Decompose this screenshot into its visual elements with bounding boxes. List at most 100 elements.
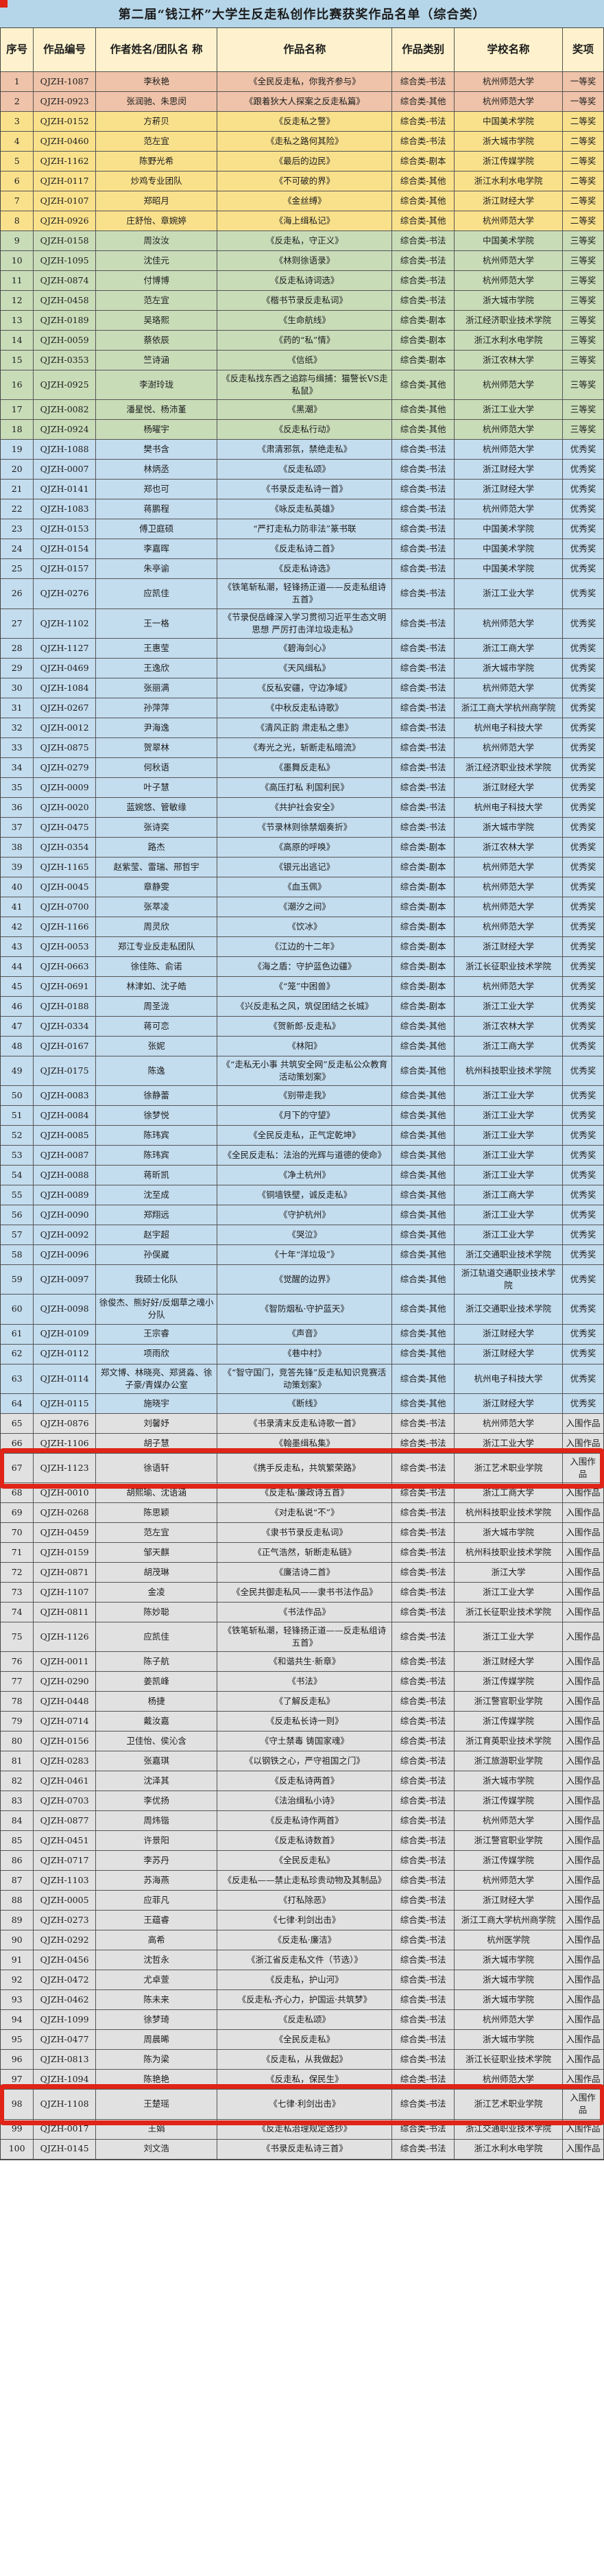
table-row: 22 QJZH-1083 蒋鹏程 《咏反走私英雄》 综合类-书法 杭州师范大学 … (1, 499, 603, 520)
cell-award: 三等奖 (563, 351, 603, 370)
cell-award: 二等奖 (563, 152, 603, 172)
cell-category: 综合类-其他 (392, 1205, 455, 1225)
cell-title: 《反走私，从我做起》 (217, 2050, 393, 2070)
cell-serial: 71 (1, 1543, 34, 1563)
cell-work-id: QJZH-0009 (34, 777, 96, 798)
cell-title: 《以钢铁之心，严守祖国之门》 (217, 1751, 393, 1772)
cell-award: 入围作品 (563, 1851, 603, 1871)
table-row: 97 QJZH-1094 陈艳艳 《反走私，保民生》 综合类-书法 杭州师范大学… (1, 2070, 603, 2090)
cell-work-id: QJZH-0354 (34, 837, 96, 858)
cell-serial: 26 (1, 579, 34, 609)
cell-title: 《智防烟私·守护蓝天》 (217, 1295, 393, 1325)
cell-award: 优秀奖 (563, 559, 603, 580)
cell-award: 入围作品 (563, 1672, 603, 1692)
cell-title: “严打走私力防非法”篆书联 (217, 519, 393, 540)
cell-title: 《月下的守望》 (217, 1106, 393, 1126)
cell-work-id: QJZH-0097 (34, 1265, 96, 1295)
cell-category: 综合类-剧本 (392, 351, 455, 370)
cell-school: 浙大城市学院 (454, 1771, 564, 1792)
cell-serial: 59 (1, 1265, 34, 1295)
award-list-page: 第二届“钱江杯”大学生反走私创作比赛获奖作品名单（综合类） 序号 作品编号 作者… (0, 0, 604, 2160)
cell-award: 优秀奖 (563, 1345, 603, 1364)
cell-title: 《“智守国门，竞答先锋”反走私知识竞赛活动策划案》 (217, 1364, 393, 1394)
cell-title: 《不可破的界》 (217, 172, 393, 191)
cell-serial: 69 (1, 1503, 34, 1523)
cell-work-id: QJZH-0088 (34, 1166, 96, 1185)
cell-award: 一等奖 (563, 92, 603, 112)
table-row: 4 QJZH-0460 范左宜 《走私之路何其险》 综合类-书法 浙大城市学院 … (1, 132, 603, 152)
table-row: 53 QJZH-0087 陈玮宾 《全民反走私：法治的光辉与道德的使命》 综合类… (1, 1146, 603, 1166)
cell-school: 杭州师范大学 (454, 608, 564, 639)
cell-category: 综合类-书法 (392, 658, 455, 678)
cell-author: 姜凯峰 (95, 1672, 218, 1692)
table-row: 74 QJZH-0811 陈妙聪 《书法作品》 综合类-书法 浙江长征职业技术学… (1, 1603, 603, 1622)
cell-title: 《走私之路何其险》 (217, 132, 393, 152)
cell-work-id: QJZH-0267 (34, 698, 96, 718)
table-row: 45 QJZH-0691 林津如、沈子皓 《“笼”中困兽》 综合类-剧本 杭州师… (1, 976, 603, 997)
cell-author: 陈艳艳 (95, 2070, 218, 2090)
cell-school: 浙江财经大学 (454, 777, 564, 798)
cell-serial: 29 (1, 658, 34, 678)
cell-school: 浙江工业大学 (454, 1583, 564, 1603)
cell-school: 浙江财经大学 (454, 1652, 564, 1673)
cell-author: 赵紫莹、雷瑞、邢哲宇 (95, 857, 218, 877)
cell-serial: 28 (1, 638, 34, 659)
cell-serial: 37 (1, 817, 34, 838)
table-row: 57 QJZH-0092 赵宇超 《哭泣》 综合类-其他 浙江工业大学 优秀奖 (1, 1225, 603, 1245)
cell-serial: 49 (1, 1056, 34, 1086)
cell-work-id: QJZH-0475 (34, 817, 96, 838)
table-row: 26 QJZH-0276 应凯佳 《铁笔斩私潮，轻锋扬正道——反走私组诗五首》 … (1, 579, 603, 609)
cell-school: 浙江农林大学 (454, 351, 564, 370)
cell-author: 李秋艳 (95, 72, 218, 92)
cell-title: 《节录倪岳峰深入学习贯彻习近平生态文明思想 严厉打击洋垃圾走私》 (217, 608, 393, 639)
cell-award: 入围作品 (563, 1523, 603, 1543)
cell-title: 《楷书节录反走私词》 (217, 291, 393, 311)
cell-award: 入围作品 (563, 1622, 603, 1653)
cell-title: 《肃清邪氛，禁绝走私》 (217, 440, 393, 460)
table-row-highlighted: 98 QJZH-1108 王楚瑶 《七律·利剑出击》 综合类-书法 浙江艺术职业… (0, 2084, 604, 2125)
cell-work-id: QJZH-0924 (34, 420, 96, 440)
cell-author: 徐静蕾 (95, 1086, 218, 1106)
cell-school: 杭州师范大学 (454, 499, 564, 520)
table-row: 89 QJZH-0273 王蕴睿 《七律·利剑出击》 综合类-书法 浙江工商大学… (1, 1911, 603, 1931)
cell-category: 综合类-剧本 (392, 897, 455, 917)
cell-work-id: QJZH-0107 (34, 191, 96, 211)
cell-school: 杭州师范大学 (454, 897, 564, 917)
table-row: 83 QJZH-0703 李优扬 《法治缉私小诗》 综合类-书法 浙江传媒学院 … (1, 1791, 603, 1812)
cell-work-id: QJZH-0156 (34, 1732, 96, 1752)
cell-school: 浙大城市学院 (454, 132, 564, 152)
table-row: 55 QJZH-0089 沈至成 《铜墙铁壁，诚反走私》 综合类-其他 浙江工商… (1, 1185, 603, 1205)
cell-work-id: QJZH-0458 (34, 291, 96, 311)
cell-serial: 75 (1, 1622, 34, 1653)
table-row: 14 QJZH-0059 蔡依辰 《药的“私”情》 综合类-剧本 浙江水利水电学… (1, 331, 603, 351)
table-row: 86 QJZH-0717 李苏丹 《全民反走私》 综合类-书法 浙江传媒学院 入… (1, 1851, 603, 1871)
table-row: 40 QJZH-0045 章静雯 《血玉佩》 综合类-剧本 杭州师范大学 优秀奖 (1, 877, 603, 897)
cell-serial: 70 (1, 1523, 34, 1543)
table-row: 35 QJZH-0009 叶子慧 《高压打私 利国利民》 综合类-书法 浙江财经… (1, 777, 603, 798)
cell-award: 入围作品 (563, 1414, 603, 1434)
table-row: 69 QJZH-0268 陈思颖 《对走私说“不”》 综合类-书法 杭州科技职业… (1, 1503, 603, 1523)
cell-author: 叶子慧 (95, 777, 218, 798)
cell-category: 综合类-书法 (392, 1692, 455, 1712)
table-row: 64 QJZH-0115 施晓宇 《断线》 综合类-其他 浙江财经大学 优秀奖 (1, 1393, 603, 1414)
table-row: 81 QJZH-0283 张嘉琪 《以钢铁之心，严守祖国之门》 综合类-书法 浙… (1, 1751, 603, 1772)
cell-title: 《了解反走私》 (217, 1692, 393, 1712)
cell-school: 杭州师范大学 (454, 877, 564, 897)
cell-author: 沈至成 (95, 1185, 218, 1205)
cell-serial: 34 (1, 757, 34, 778)
cell-title: 《携手反走私，共筑繁荣路》 (217, 1453, 393, 1483)
cell-author: 周汝汝 (95, 231, 218, 251)
cell-title: 《书法》 (217, 1672, 393, 1692)
table-row: 16 QJZH-0925 李澍玲珑 《反走私找东西之追踪与缉捕：猫警长VS走私鼠… (1, 370, 603, 401)
cell-serial: 32 (1, 718, 34, 738)
col-header-work-id: 作品编号 (34, 28, 96, 72)
cell-award: 优秀奖 (563, 897, 603, 917)
cell-award: 二等奖 (563, 211, 603, 231)
cell-work-id: QJZH-0083 (34, 1086, 96, 1106)
cell-category: 综合类-书法 (392, 251, 455, 271)
cell-author: 苏海燕 (95, 1871, 218, 1891)
cell-author: 徐佳陈、俞诺 (95, 956, 218, 977)
cell-category: 综合类-书法 (392, 1672, 455, 1692)
cell-school: 杭州师范大学 (454, 1811, 564, 1832)
cell-author: 赵宇超 (95, 1225, 218, 1245)
